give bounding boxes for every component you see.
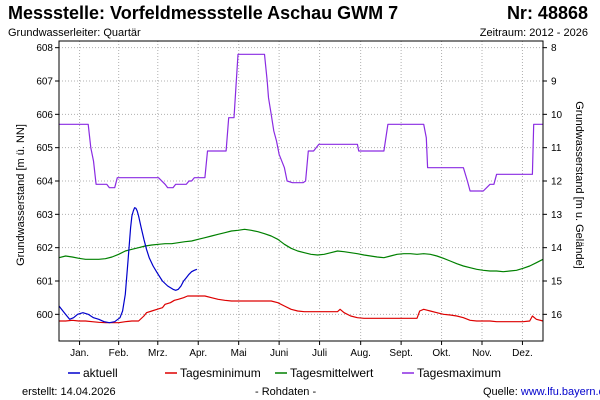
station-title: Messstelle: Vorfeldmessstelle Aschau GWM… — [8, 3, 399, 23]
legend-label: Tagesminimum — [180, 366, 261, 380]
source-label: Quelle: — [483, 386, 521, 398]
raw-data-note: - Rohdaten - — [255, 386, 317, 398]
y-tick-label: 600 — [36, 310, 53, 321]
x-tick-label: Juli — [312, 348, 327, 359]
groundwater-chart: 600 601 602 603 604 605 606 607 608 8 9 10 11 12 13 14 1… — [15, 40, 585, 380]
y-axis-title: Grundwasserstand [m ü. NN] — [15, 124, 27, 266]
legend-label: aktuell — [83, 366, 118, 380]
y2-tick-label: 11 — [551, 143, 562, 154]
x-tick-label: Feb. — [109, 348, 129, 359]
y2-tick-label: 13 — [551, 210, 563, 221]
x-tick-label: Dez. — [512, 348, 533, 359]
x-tick-label: Jan. — [70, 348, 89, 359]
period-label: Zeitraum: 2012 - 2026 — [479, 27, 588, 39]
y-tick-label: 608 — [36, 43, 53, 54]
created-date: erstellt: 14.04.2026 — [22, 386, 116, 398]
x-tick-label: Apr. — [189, 348, 207, 359]
y-tick-label: 601 — [36, 277, 53, 288]
source-link[interactable]: www.lfu.bayern.de — [520, 386, 600, 398]
y2-tick-label: 14 — [551, 243, 563, 254]
y2-tick-label: 12 — [551, 177, 563, 188]
y-tick-label: 603 — [36, 210, 53, 221]
x-tick-label: Sept. — [389, 348, 412, 359]
series-line-Tagesmittelwert — [58, 228, 544, 273]
y2-tick-label: 9 — [551, 77, 557, 88]
x-tick-label: Mrz. — [148, 348, 167, 359]
series-line-Tagesmaximum — [59, 53, 543, 192]
legend: aktuell Tagesminimum Tagesmittelwert Tagesm… — [68, 366, 501, 380]
x-tick-label: Okt. — [432, 348, 450, 359]
y-tick-label: 606 — [36, 110, 53, 121]
series-layer — [58, 53, 544, 324]
y2-tick-label: 15 — [551, 277, 563, 288]
x-tick-label: Mai — [231, 348, 247, 359]
y2-tick-label: 10 — [551, 110, 563, 121]
y2-axis-title: Grundwasserstand [m u. Gelände] — [573, 101, 585, 269]
legend-label: Tagesmittelwert — [290, 366, 374, 380]
x-tick-label: Aug. — [350, 348, 371, 359]
x-tick-label: Nov. — [472, 348, 492, 359]
series-line-aktuell — [58, 207, 198, 324]
legend-label: Tagesmaximum — [417, 366, 501, 380]
y-tick-label: 607 — [36, 77, 53, 88]
y2-tick-label: 16 — [551, 310, 563, 321]
axes: 600 601 602 603 604 605 606 607 608 8 9 10 11 12 13 14 1… — [36, 43, 562, 359]
y-tick-label: 602 — [36, 243, 53, 254]
plot-frame — [58, 40, 544, 342]
y2-tick-label: 8 — [551, 43, 557, 54]
station-number: Nr: 48868 — [506, 3, 588, 23]
aquifer-label: Grundwasserleiter: Quartär — [8, 27, 141, 39]
x-tick-label: Juni — [270, 348, 288, 359]
series-line-Tagesminimum — [59, 295, 544, 324]
source-credit: Quelle: www.lfu.bayern.de — [483, 386, 600, 398]
y-tick-label: 604 — [36, 177, 53, 188]
y-tick-label: 605 — [36, 143, 53, 154]
